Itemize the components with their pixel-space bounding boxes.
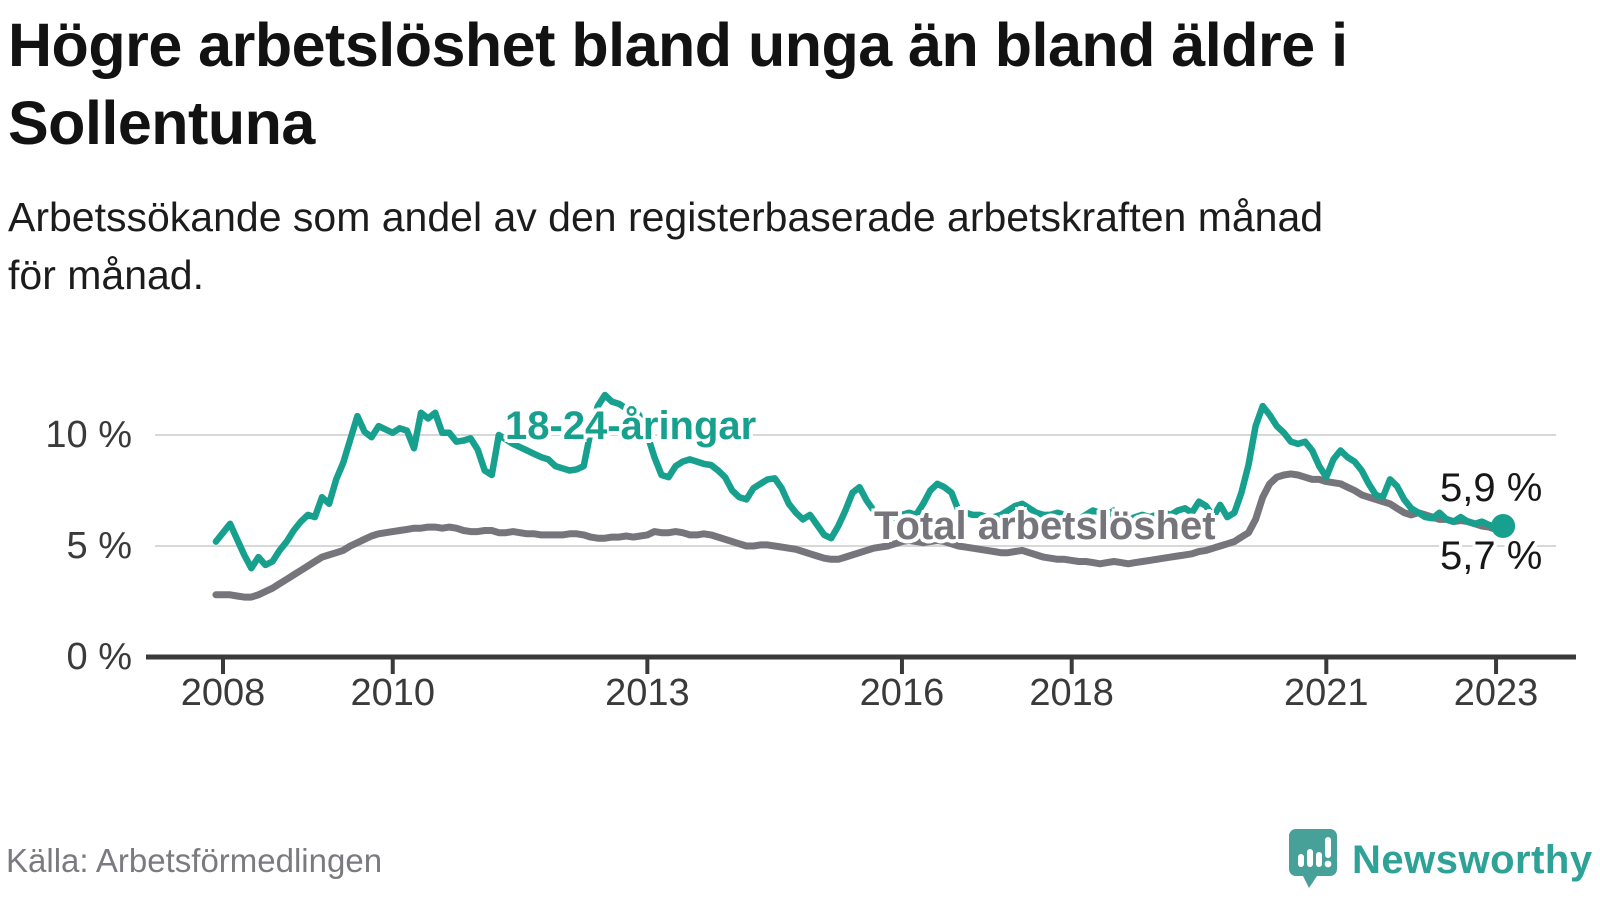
x-axis-label-2021: 2021: [1284, 672, 1369, 714]
x-axis-label-2016: 2016: [859, 672, 945, 714]
line-total: [212, 470, 1507, 601]
subtitle-line-2: för månad.: [8, 252, 204, 298]
source-note: Källa: Arbetsförmedlingen: [6, 842, 383, 879]
x-axis-label-2008: 2008: [180, 672, 266, 714]
y-axis-label-5: 5 %: [66, 525, 132, 567]
logo-bar-2: [1307, 849, 1313, 867]
y-axis-label-10: 10 %: [45, 414, 132, 456]
logo-bar-1: [1298, 854, 1304, 867]
chart-subtitle: Arbetssökande som andel av den registerb…: [8, 188, 1588, 304]
logo-exclamation-bar: [1325, 837, 1331, 858]
x-axis-label-2010: 2010: [350, 672, 435, 714]
x-axis-label-2018: 2018: [1029, 672, 1114, 714]
title-line-2: Sollentuna: [8, 89, 315, 157]
logo-exclamation-dot: [1324, 860, 1332, 868]
title-line-1: Högre arbetslöshet bland unga än bland ä…: [8, 11, 1348, 79]
series-label-young: 18-24-åringar: [505, 404, 757, 448]
line-young: [212, 391, 1507, 572]
x-axis-label-2023: 2023: [1453, 672, 1539, 714]
x-axis-label-2013: 2013: [605, 672, 690, 714]
series-label-total: Total arbetslöshet: [874, 504, 1216, 548]
subtitle-line-1: Arbetssökande som andel av den registerb…: [8, 194, 1324, 240]
brand-name: Newsworthy: [1352, 837, 1593, 882]
y-axis-label-0: 0 %: [66, 636, 132, 678]
end-value-label-total: 5,7 %: [1440, 534, 1543, 578]
page-title: Högre arbetslöshet bland unga än bland ä…: [8, 6, 1588, 162]
newsworthy-logo-icon: [1289, 829, 1337, 888]
brand-logo: Newsworthy: [1288, 824, 1593, 894]
logo-bar-3: [1316, 852, 1322, 867]
end-dot: [1491, 514, 1516, 539]
end-value-label-young: 5,9 %: [1440, 466, 1543, 510]
